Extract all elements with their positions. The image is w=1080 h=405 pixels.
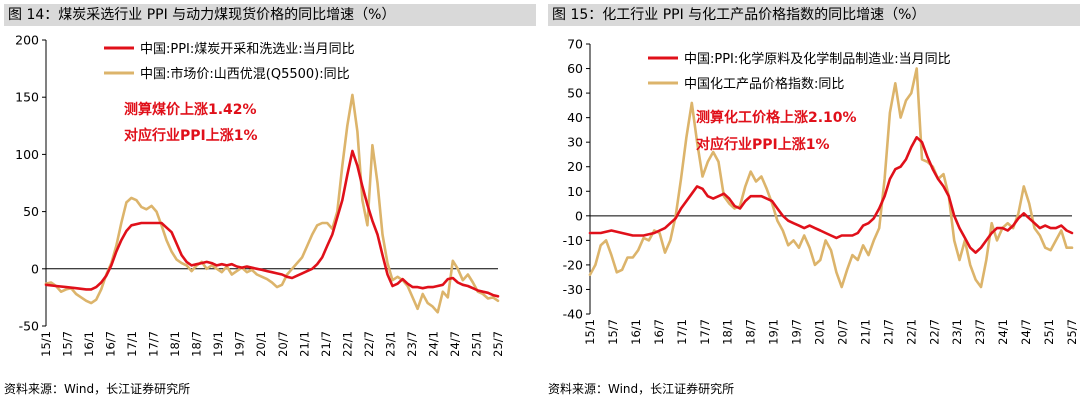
y-tick-label: 10	[567, 184, 583, 199]
chart-area: -50 0 50 100 150 200 15/1 15/7 16/1 16/7 17/1 17/7 1…	[15, 33, 505, 357]
x-tick-label: 25/7	[1065, 319, 1079, 345]
x-tick-label: 23/1	[383, 331, 397, 357]
x-tick-label: 17/7	[147, 331, 161, 357]
x-tick-label: 17/7	[698, 319, 712, 345]
y-tick-label: 40	[567, 110, 583, 125]
x-tick-label: 23/7	[405, 331, 419, 357]
x-tick-label: 25/7	[491, 331, 505, 357]
y-tick-label: -30	[563, 282, 583, 297]
x-tick-label: 24/1	[996, 319, 1010, 345]
x-tick-label: 25/1	[469, 331, 483, 357]
x-tick-label: 24/1	[426, 331, 440, 357]
chart-source: 资料来源：Wind，长江证券研究所	[548, 382, 735, 396]
series-line-1	[588, 67, 1074, 289]
x-tick-label: 18/7	[744, 319, 758, 345]
annotation-0: 测算煤价上涨1.42%	[124, 101, 257, 118]
x-tick-label: 21/7	[319, 331, 333, 357]
x-tick-label: 18/1	[721, 319, 735, 345]
legend-label-0: 中国:PPI:化学原料及化学制品制造业:当月同比	[684, 51, 951, 67]
y-tick-label: 100	[15, 147, 39, 162]
x-tick-label: 19/1	[211, 331, 225, 357]
annotation-1: 对应行业PPI上涨1%	[696, 136, 830, 153]
x-tick-label: 15/1	[39, 331, 53, 357]
x-tick-label: 19/1	[767, 319, 781, 345]
x-tick-label: 17/1	[675, 319, 689, 345]
x-tick-label: 20/7	[835, 319, 849, 345]
y-tick-label: 0	[575, 208, 583, 223]
x-tick-label: 24/7	[1019, 319, 1033, 345]
chart-source: 资料来源：Wind，长江证券研究所	[4, 382, 191, 396]
x-tick-label: 21/1	[858, 319, 872, 345]
x-tick-label: 22/7	[362, 331, 376, 357]
y-tick-label: -20	[563, 257, 583, 272]
x-tick-label: 18/1	[168, 331, 182, 357]
chart-title: 图 15：化工行业 PPI 与化工产品价格指数的同比增速（%）	[548, 4, 1080, 26]
x-tick-label: 23/1	[950, 319, 964, 345]
annotation-0: 测算化工价格上涨2.10%	[696, 109, 857, 126]
x-tick-label: 19/7	[790, 319, 804, 345]
x-tick-label: 18/7	[190, 331, 204, 357]
x-tick-label: 17/1	[125, 331, 139, 357]
legend-label-0: 中国:PPI:煤炭开采和洗选业:当月同比	[140, 42, 355, 57]
x-tick-label: 25/1	[1042, 319, 1056, 345]
x-tick-label: 23/7	[973, 319, 987, 345]
chart-title: 图 14：煤炭采选行业 PPI 与动力煤现货价格的同比增速（%）	[4, 4, 536, 26]
x-tick-label: 21/7	[881, 319, 895, 345]
x-tick-label: 15/7	[606, 319, 620, 345]
y-tick-label: 50	[23, 204, 39, 219]
x-tick-label: 16/7	[652, 319, 666, 345]
y-tick-label: -40	[563, 307, 583, 322]
x-tick-label: 20/1	[254, 331, 268, 357]
chart-area: -40 -30 -20 -10 0 10 20 30 40 50 60 70 15/1 15/7 16/1 1…	[563, 37, 1079, 345]
x-tick-label: 20/1	[813, 319, 827, 345]
x-tick-label: 16/7	[104, 331, 118, 357]
series-line-1	[44, 93, 500, 314]
series-line-0	[588, 136, 1074, 254]
x-tick-label: 22/7	[927, 319, 941, 345]
y-tick-label: 30	[567, 135, 583, 150]
series-line-0	[44, 149, 500, 298]
legend-label-1: 中国化工产品价格指数:同比	[684, 76, 844, 92]
x-tick-label: 19/7	[233, 331, 247, 357]
chart-panel-right: 图 15：化工行业 PPI 与化工产品价格指数的同比增速（%） -40 -30 -2…	[548, 0, 1080, 405]
x-tick-label: 16/1	[82, 331, 96, 357]
x-tick-label: 22/1	[904, 319, 918, 345]
legend-label-1: 中国:市场价:山西优混(Q5500):同比	[140, 66, 350, 82]
y-tick-label: 60	[567, 61, 583, 76]
y-tick-label: 50	[567, 86, 583, 101]
y-tick-label: -10	[563, 233, 583, 248]
y-tick-label: 0	[31, 261, 39, 276]
x-tick-label: 20/7	[276, 331, 290, 357]
x-tick-label: 21/1	[297, 331, 311, 357]
x-tick-label: 24/7	[448, 331, 462, 357]
annotation-1: 对应行业PPI上涨1%	[124, 127, 258, 144]
y-tick-label: 70	[567, 37, 583, 52]
x-tick-label: 16/1	[629, 319, 643, 345]
x-tick-label: 22/1	[340, 331, 354, 357]
y-tick-label: -50	[19, 319, 39, 334]
x-tick-label: 15/7	[61, 331, 75, 357]
chart-panel-left: 图 14：煤炭采选行业 PPI 与动力煤现货价格的同比增速（%） -50 0 50 1…	[4, 0, 536, 405]
y-tick-label: 200	[15, 33, 39, 48]
y-tick-label: 150	[15, 90, 39, 105]
y-tick-label: 20	[567, 159, 583, 174]
x-tick-label: 15/1	[583, 319, 597, 345]
